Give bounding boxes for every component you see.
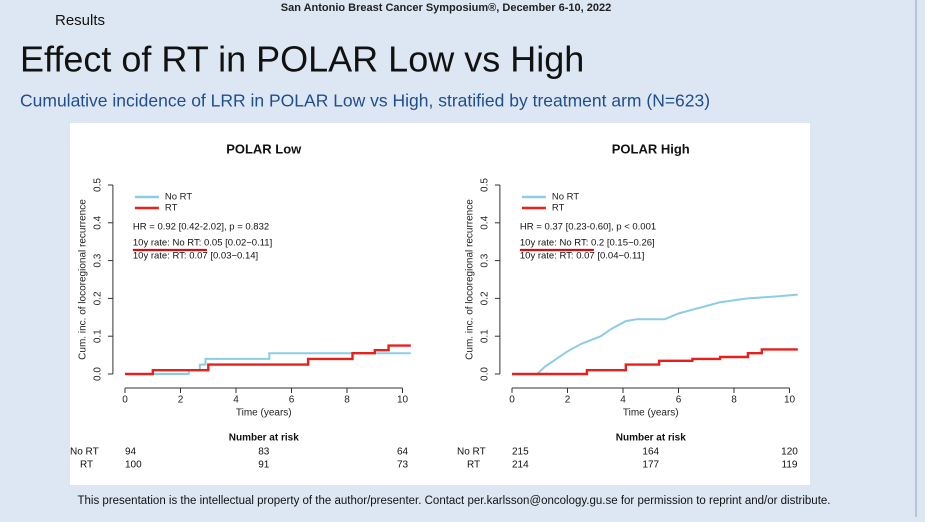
series-line [125, 352, 411, 375]
y-tick-label: 0.1 [480, 329, 491, 343]
y-tick-label: 0.5 [93, 178, 104, 192]
x-tick-label: 10 [784, 395, 796, 406]
x-tick-label: 0 [509, 395, 515, 406]
annotation: 10y rate: RT: 0.07 [0.04−0.11] [520, 251, 645, 262]
annotation: 10y rate: No RT: 0.2 [0.15−0.26] [520, 238, 655, 249]
legend-label: No RT [165, 192, 192, 203]
risk-value: 64 [397, 447, 409, 458]
x-tick-label: 8 [344, 395, 350, 406]
footer: This presentation is the intellectual pr… [78, 495, 831, 507]
risk-value: 214 [512, 460, 529, 471]
slide-title: Effect of RT in POLAR Low vs High [20, 39, 584, 80]
risk-row-label: RT [467, 460, 480, 471]
y-tick-label: 0.3 [93, 253, 104, 267]
risk-value: 164 [642, 447, 659, 458]
y-tick-label: 0.0 [480, 367, 491, 381]
series-line [125, 344, 411, 376]
x-tick-label: 10 [397, 395, 409, 406]
chart-title: POLAR High [612, 141, 690, 156]
figure-area [70, 123, 810, 485]
x-tick-label: 4 [233, 395, 239, 406]
x-tick-label: 2 [565, 395, 571, 406]
x-axis-label: Time (years) [236, 408, 292, 419]
x-tick-label: 0 [122, 395, 128, 406]
risk-row-label: No RT [70, 447, 99, 458]
annotation: HR = 0.37 [0.23-0.60], p < 0.001 [520, 222, 656, 233]
chart-title: POLAR Low [226, 141, 302, 156]
legend-label: No RT [552, 192, 579, 203]
risk-table-title: Number at risk [616, 433, 686, 444]
x-tick-label: 4 [620, 395, 626, 406]
annotation: HR = 0.92 [0.42-2.02], p = 0.832 [133, 222, 269, 233]
legend-label: RT [552, 203, 565, 214]
conference: San Antonio Breast Cancer Symposium®, De… [281, 2, 611, 14]
x-tick-label: 6 [289, 395, 295, 406]
risk-value: 120 [781, 447, 798, 458]
risk-value: 119 [782, 460, 798, 471]
section: Results [55, 12, 105, 29]
risk-value: 215 [512, 447, 529, 458]
y-axis-label: Cum. inc. of locoregional recurrence [78, 199, 89, 360]
y-tick-label: 0.4 [480, 215, 491, 229]
y-tick-label: 0.5 [480, 178, 491, 192]
x-tick-label: 2 [178, 395, 184, 406]
risk-value: 177 [642, 460, 659, 471]
y-tick-label: 0.2 [93, 291, 104, 305]
annotation: 10y rate: RT: 0.07 [0.03−0.14] [133, 251, 258, 262]
y-tick-label: 0.1 [93, 329, 104, 343]
risk-value: 91 [258, 460, 270, 471]
risk-row-label: RT [80, 460, 93, 471]
series-line [512, 293, 798, 375]
risk-value: 100 [125, 460, 142, 471]
y-tick-label: 0.2 [480, 291, 491, 305]
risk-value: 73 [397, 460, 409, 471]
risk-value: 94 [125, 447, 137, 458]
y-tick-label: 0.0 [93, 367, 104, 381]
x-tick-label: 6 [676, 395, 682, 406]
risk-value: 83 [258, 447, 270, 458]
y-tick-label: 0.4 [93, 215, 104, 229]
risk-row-label: No RT [457, 447, 486, 458]
annotation: 10y rate: No RT: 0.05 [0.02−0.11] [133, 238, 272, 249]
risk-table-title: Number at risk [229, 433, 299, 444]
y-axis-label: Cum. inc. of locoregional recurrence [465, 199, 476, 360]
legend-label: RT [165, 203, 178, 214]
series-line [512, 348, 798, 376]
y-tick-label: 0.3 [480, 253, 491, 267]
slide-subtitle: Cumulative incidence of LRR in POLAR Low… [20, 91, 710, 111]
x-axis-label: Time (years) [623, 408, 679, 419]
x-tick-label: 8 [731, 395, 737, 406]
